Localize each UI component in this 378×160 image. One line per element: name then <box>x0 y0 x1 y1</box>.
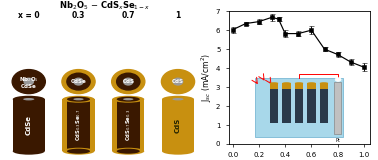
Bar <box>13 99 45 151</box>
Ellipse shape <box>123 98 133 100</box>
Text: CdS$_{0.7}$Se$_{0.3}$: CdS$_{0.7}$Se$_{0.3}$ <box>124 109 133 141</box>
Circle shape <box>62 70 95 94</box>
Bar <box>112 99 144 151</box>
Text: CdS$_{0.3}$Se$_{0.7}$: CdS$_{0.3}$Se$_{0.7}$ <box>74 109 83 141</box>
Circle shape <box>67 73 90 90</box>
Text: CdS: CdS <box>122 79 134 84</box>
Circle shape <box>124 78 133 85</box>
Circle shape <box>24 78 33 85</box>
Ellipse shape <box>62 96 94 103</box>
Ellipse shape <box>117 149 140 154</box>
Text: 0.3: 0.3 <box>72 12 85 20</box>
Bar <box>117 99 140 151</box>
Ellipse shape <box>117 97 140 102</box>
Text: CdSe: CdSe <box>71 79 87 84</box>
Ellipse shape <box>13 96 45 103</box>
Ellipse shape <box>67 149 90 154</box>
Ellipse shape <box>112 148 144 155</box>
Bar <box>162 99 194 151</box>
Bar <box>62 99 94 151</box>
Circle shape <box>74 78 83 85</box>
Ellipse shape <box>62 148 94 155</box>
Ellipse shape <box>67 97 90 102</box>
Y-axis label: J$_{sc}$ (mA/cm$^2$): J$_{sc}$ (mA/cm$^2$) <box>200 53 214 102</box>
Circle shape <box>161 70 195 94</box>
Ellipse shape <box>162 96 194 103</box>
Text: CdSe: CdSe <box>26 115 32 135</box>
Ellipse shape <box>73 98 84 100</box>
Bar <box>67 99 90 151</box>
Ellipse shape <box>112 96 144 103</box>
Text: CdS: CdS <box>175 118 181 133</box>
Ellipse shape <box>13 148 45 155</box>
Text: CdS: CdS <box>172 79 184 84</box>
Circle shape <box>117 73 140 90</box>
Text: 0.7: 0.7 <box>121 12 135 20</box>
Circle shape <box>12 70 45 94</box>
Text: 1: 1 <box>175 12 181 20</box>
Text: CdSe: CdSe <box>21 84 37 89</box>
Text: Nb$_2$O$_5$: Nb$_2$O$_5$ <box>19 75 39 84</box>
Text: x = 0: x = 0 <box>18 12 40 20</box>
Ellipse shape <box>172 98 184 100</box>
Ellipse shape <box>23 98 34 100</box>
Ellipse shape <box>162 148 194 155</box>
Circle shape <box>112 70 145 94</box>
Circle shape <box>174 78 183 85</box>
Text: Nb$_2$O$_5$ $-$ CdS$_x$Se$_{1-x}$: Nb$_2$O$_5$ $-$ CdS$_x$Se$_{1-x}$ <box>59 0 151 12</box>
